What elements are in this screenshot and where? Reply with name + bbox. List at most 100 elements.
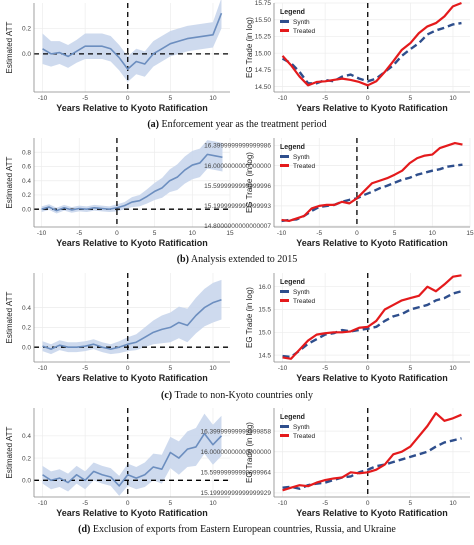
legend-treated-swatch: [280, 299, 289, 302]
y-tick-label: 14.5: [258, 352, 271, 359]
caption-tag: (d): [78, 524, 90, 535]
legend-entry: Treated: [293, 433, 316, 440]
y-tick-label: 15.5: [258, 307, 271, 314]
legend-synth-swatch: [280, 155, 289, 158]
x-axis-label: Years Relative to Kyoto Ratification: [296, 508, 448, 518]
x-tick-label: 5: [409, 95, 413, 102]
y-tick-label: 16.3999999999999986: [204, 143, 271, 150]
x-axis-label: Years Relative to Kyoto Ratification: [56, 238, 208, 248]
panel-caption: (a) Enforcement year as the treatment pe…: [147, 119, 326, 130]
legend-synth-swatch: [280, 20, 289, 23]
legend-title: Legend: [280, 279, 305, 286]
y-tick-label: 14.8000000000000007: [204, 223, 271, 230]
att-line: [42, 12, 223, 70]
caption-text: Enforcement year as the treatment period: [159, 119, 327, 130]
panel-d-left: -10 -5 0 5 10 0.0 0.2 0.4 Years Relative to Kyot…: [5, 408, 230, 518]
synth-series-line: [281, 163, 463, 223]
y-tick-label: 14.75: [255, 67, 272, 74]
x-tick-label: 10: [209, 365, 217, 372]
y-tick-label: 16.0: [258, 284, 271, 291]
panel-caption: (c) Trade to non-Kyoto countries only: [161, 390, 313, 401]
x-axis-label: Years Relative to Kyoto Ratification: [296, 373, 448, 383]
x-tick-label: 10: [429, 230, 437, 237]
y-tick-label: 0.8: [22, 149, 31, 156]
panel-c-right: -10 -5 0 5 10 14.5 15.0 15.5 16.0 Years Relative …: [245, 273, 470, 383]
x-tick-label: 15: [226, 230, 234, 237]
y-tick-label: 0.2: [22, 26, 31, 33]
panel-a-left: -10 -5 0 5 10 0.0 0.2 Years Relative to Kyoto R…: [5, 0, 230, 113]
synth-series-line: [281, 21, 462, 85]
legend-entry: Treated: [293, 28, 316, 35]
y-tick-label: 0.6: [22, 164, 31, 171]
panel-c-left: -10 -5 0 5 10 0.0 0.2 0.4 Years Relative to Kyot…: [5, 273, 230, 383]
x-tick-label: 10: [209, 95, 217, 102]
treated-series-line: [281, 1, 462, 87]
panel-a-right: -10 -5 0 5 10 14.50 14.75 15.00 15.25 15.50 15.75 Y…: [245, 0, 470, 113]
y-tick-label: 15.25: [255, 34, 272, 41]
y-axis-label: Estimated ATT: [5, 21, 14, 73]
legend-synth-swatch: [280, 425, 289, 428]
x-tick-label: 10: [449, 365, 457, 372]
x-tick-label: 5: [153, 230, 157, 237]
x-tick-label: 0: [366, 95, 370, 102]
x-tick-label: -10: [278, 365, 288, 372]
y-axis-label: EG Trade (in log): [245, 17, 254, 78]
x-tick-label: 5: [409, 365, 413, 372]
y-tick-label: 0.4: [22, 178, 31, 185]
x-tick-label: -10: [278, 500, 288, 507]
confidence-band: [41, 140, 223, 214]
x-axis-label: Years Relative to Kyoto Ratification: [296, 103, 448, 113]
y-tick-label: 15.1999999999999993: [204, 203, 271, 210]
x-tick-label: 5: [409, 500, 413, 507]
x-tick-label: 10: [449, 500, 457, 507]
x-tick-label: 0: [366, 500, 370, 507]
panel-caption: (d) Exclusion of exports from Eastern Eu…: [78, 524, 396, 535]
legend-entry: Synth: [293, 154, 310, 161]
y-tick-label: 15.75: [255, 0, 272, 7]
y-axis-label: Estimated ATT: [5, 156, 14, 208]
y-tick-label: 0.0: [22, 206, 31, 213]
caption-tag: (a): [147, 119, 159, 130]
y-tick-label: 0.2: [22, 455, 31, 462]
x-tick-label: 0: [126, 95, 130, 102]
y-tick-label: 16.39999999999999858: [201, 428, 272, 435]
y-tick-label: 15.19999999999999929: [201, 490, 272, 497]
legend-entry: Treated: [293, 298, 316, 305]
x-tick-label: -5: [82, 95, 88, 102]
x-tick-label: -5: [82, 365, 88, 372]
y-axis-label: Estimated ATT: [5, 426, 14, 478]
x-tick-label: -10: [277, 230, 287, 237]
x-tick-label: 5: [393, 230, 397, 237]
panel-caption: (b) Analysis extended to 2015: [177, 254, 298, 265]
y-tick-label: 16.00000000000000000: [201, 449, 272, 456]
x-tick-label: 5: [169, 95, 173, 102]
treated-series-line: [282, 412, 462, 492]
y-axis-label: EG Trade (in log): [245, 152, 254, 213]
y-tick-label: 15.50: [255, 17, 272, 24]
y-tick-label: 0.0: [22, 51, 31, 58]
legend-treated-swatch: [280, 29, 289, 32]
legend-treated-swatch: [280, 434, 289, 437]
x-tick-label: 15: [466, 230, 474, 237]
x-tick-label: 10: [189, 230, 197, 237]
x-tick-label: -10: [38, 500, 48, 507]
x-tick-label: -5: [316, 230, 322, 237]
confidence-band: [42, 413, 222, 496]
x-tick-label: 0: [126, 500, 130, 507]
x-tick-label: 0: [355, 230, 359, 237]
x-axis-label: Years Relative to Kyoto Ratification: [56, 373, 208, 383]
x-axis-label: Years Relative to Kyoto Ratification: [296, 238, 448, 248]
caption-tag: (b): [177, 254, 189, 265]
x-tick-label: 0: [126, 365, 130, 372]
y-axis-label: EG Trade (in log): [245, 287, 254, 348]
legend-title: Legend: [280, 9, 305, 16]
y-tick-label: 0.0: [22, 344, 31, 351]
x-tick-label: -10: [38, 95, 48, 102]
x-tick-label: -5: [322, 500, 328, 507]
synth-series-line: [282, 290, 462, 359]
y-tick-label: 0.2: [22, 192, 31, 199]
y-tick-label: 0.4: [22, 305, 31, 312]
legend-title: Legend: [280, 144, 305, 151]
caption-tag: (c): [161, 390, 172, 401]
